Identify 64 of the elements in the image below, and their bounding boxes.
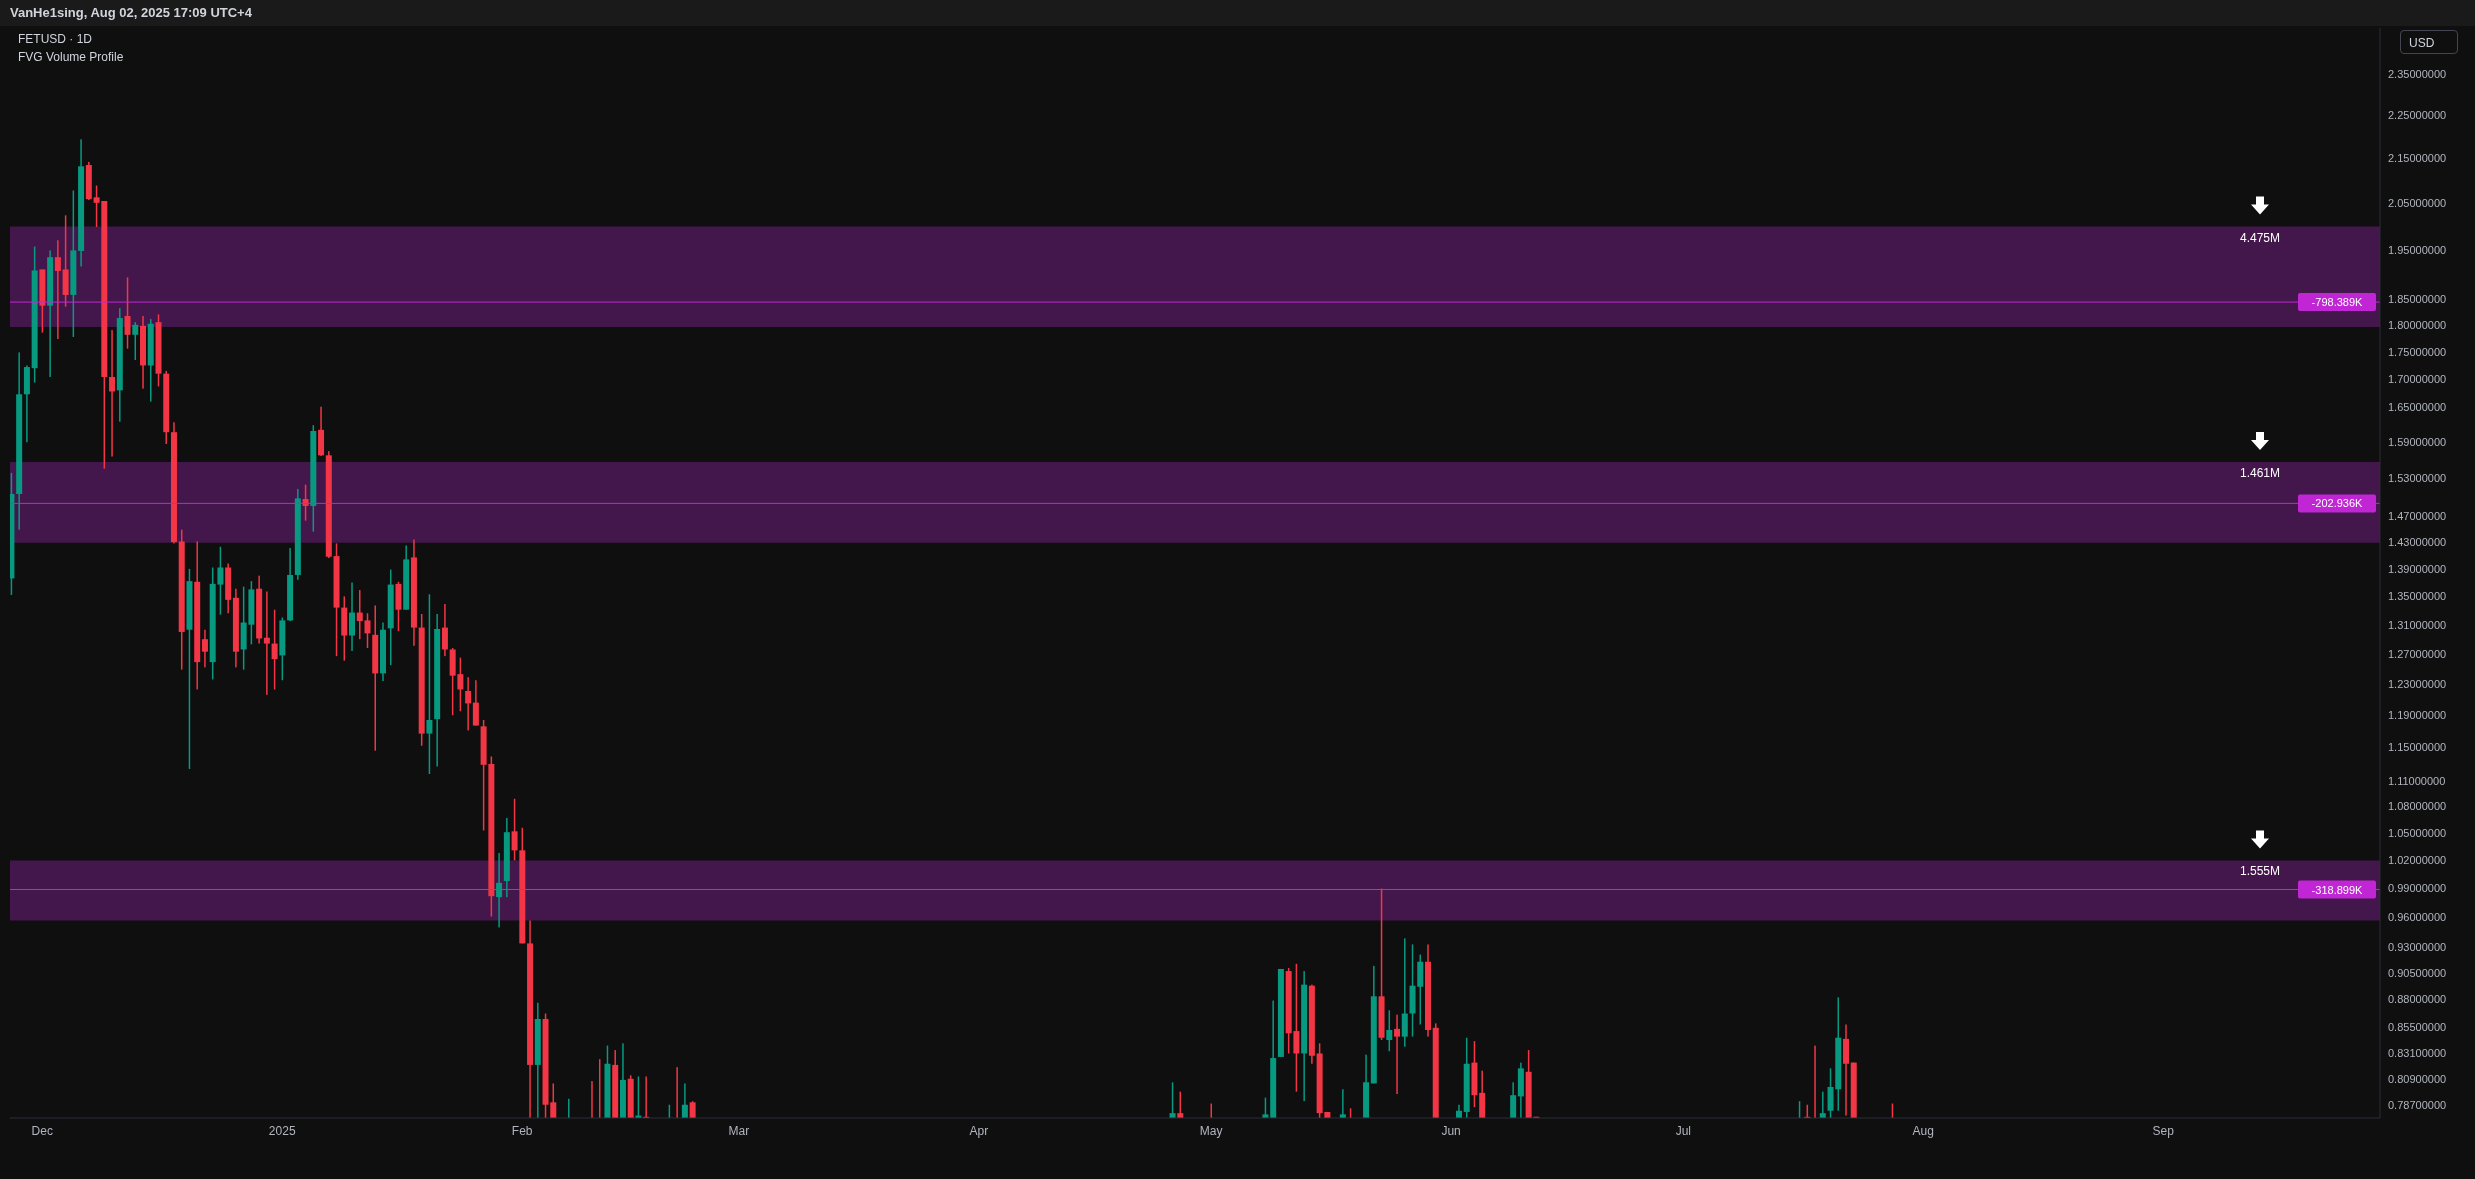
ref-line-label: -798.389K — [2311, 296, 2364, 309]
band-label: 4.475M — [2239, 230, 2280, 245]
ref-line-label: -202.936K — [2311, 497, 2364, 510]
y-tick-label: 0.85500000 — [2388, 1020, 2447, 1033]
candlestick — [1401, 938, 1408, 1047]
y-tick-label: 1.80000000 — [2388, 319, 2447, 332]
y-tick-label: 1.15000000 — [2388, 741, 2447, 754]
candlestick — [465, 677, 472, 731]
x-tick-label: Aug — [1912, 1123, 1934, 1138]
x-tick-label: Sep — [2152, 1123, 2175, 1138]
y-tick-label: 0.99000000 — [2388, 882, 2447, 895]
chart-title: FETUSD · 1D — [18, 32, 93, 46]
candlestick — [263, 591, 270, 695]
y-tick-label: 2.05000000 — [2388, 196, 2447, 209]
y-tick-label: 0.90500000 — [2388, 967, 2447, 980]
band-label: 1.461M — [2239, 465, 2280, 480]
y-tick-label: 1.95000000 — [2388, 243, 2447, 256]
x-tick-label: 2025 — [268, 1123, 296, 1138]
y-tick-label: 0.93000000 — [2388, 941, 2447, 954]
y-tick-label: 1.27000000 — [2388, 647, 2447, 660]
y-tick-label: 0.80900000 — [2388, 1072, 2447, 1085]
y-tick-label: 1.31000000 — [2388, 618, 2447, 631]
y-tick-label: 1.59000000 — [2388, 436, 2447, 449]
y-tick-label: 1.70000000 — [2388, 373, 2447, 386]
candlestick — [54, 240, 61, 340]
x-tick-label: Feb — [511, 1123, 533, 1138]
y-tick-label: 0.88000000 — [2388, 993, 2447, 1006]
y-tick-label: 1.35000000 — [2388, 590, 2447, 603]
y-tick-label: 1.75000000 — [2388, 345, 2447, 358]
y-tick-label: 1.23000000 — [2388, 677, 2447, 690]
text: USD — [2400, 30, 2458, 54]
y-tick-label: 1.47000000 — [2388, 510, 2447, 523]
y-tick-label: 1.39000000 — [2388, 562, 2447, 575]
y-tick-label: 1.02000000 — [2388, 854, 2447, 867]
x-tick-label: Dec — [31, 1123, 53, 1138]
y-tick-label: 1.05000000 — [2388, 827, 2447, 840]
candlestick — [109, 330, 116, 457]
y-tick-label: 1.85000000 — [2388, 293, 2447, 306]
y-tick-label: 0.83100000 — [2388, 1047, 2447, 1060]
x-tick-label: Jul — [1675, 1123, 1691, 1138]
y-tick-label: 2.25000000 — [2388, 109, 2447, 122]
candlestick — [356, 590, 363, 640]
candlestick — [1843, 1024, 1850, 1116]
y-tick-label: 1.19000000 — [2388, 709, 2447, 722]
y-tick-label: 1.65000000 — [2388, 401, 2447, 414]
y-tick-label: 2.15000000 — [2388, 151, 2447, 164]
y-tick-label: 1.43000000 — [2388, 536, 2447, 549]
text: FVG Volume Profile — [18, 50, 124, 64]
y-tick-label: 2.35000000 — [2388, 68, 2447, 81]
y-tick-label: 0.78700000 — [2388, 1098, 2447, 1111]
y-tick-label: 1.53000000 — [2388, 472, 2447, 485]
candlestick — [496, 853, 503, 928]
x-tick-label: Apr — [969, 1123, 989, 1138]
y-tick-label: 1.11000000 — [2388, 774, 2446, 787]
candlestick — [372, 605, 379, 751]
y-tick-label: 1.08000000 — [2388, 800, 2447, 813]
candlestick — [1394, 1014, 1401, 1095]
y-tick-label: 0.96000000 — [2388, 911, 2447, 924]
x-tick-label: May — [1199, 1123, 1223, 1138]
x-tick-label: Mar — [728, 1123, 750, 1138]
text: VanHe1sing, Aug 02, 2025 17:09 UTC+4 — [10, 5, 252, 20]
band-label: 1.555M — [2239, 864, 2280, 879]
ref-line-label: -318.899K — [2311, 883, 2364, 896]
x-tick-label: Jun — [1441, 1123, 1461, 1138]
